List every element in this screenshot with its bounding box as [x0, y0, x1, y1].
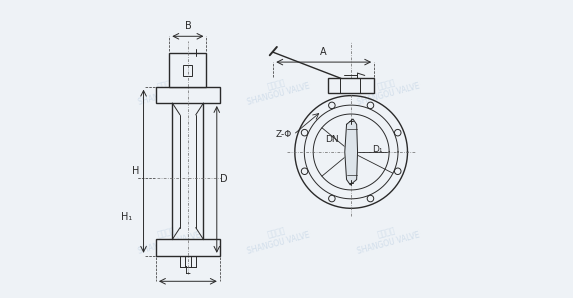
Text: D₁: D₁ — [372, 145, 383, 153]
Text: 上超阀门
SHANGOU VALVE: 上超阀门 SHANGOU VALVE — [244, 72, 311, 107]
Text: Z-Φ: Z-Φ — [276, 130, 292, 139]
Text: A: A — [320, 47, 327, 57]
Polygon shape — [345, 119, 358, 185]
Text: H: H — [132, 166, 139, 176]
Text: 上超阀门
SHANGOU VALVE: 上超阀门 SHANGOU VALVE — [354, 72, 421, 107]
Text: B: B — [185, 21, 191, 31]
Text: DN: DN — [325, 135, 339, 144]
Bar — [170, 53, 206, 87]
Text: 上超阀门
SHANGOU VALVE: 上超阀门 SHANGOU VALVE — [134, 72, 202, 107]
Text: D: D — [221, 174, 228, 184]
Bar — [183, 65, 193, 77]
Bar — [156, 87, 220, 103]
Text: H₁: H₁ — [121, 212, 132, 222]
Text: 上超阀门
SHANGOU VALVE: 上超阀门 SHANGOU VALVE — [134, 220, 202, 256]
Text: 上超阀门
SHANGOU VALVE: 上超阀门 SHANGOU VALVE — [244, 220, 311, 256]
Bar — [328, 78, 374, 93]
Text: L: L — [185, 266, 191, 276]
Text: 上超阀门
SHANGOU VALVE: 上超阀门 SHANGOU VALVE — [354, 220, 421, 256]
Bar — [156, 240, 220, 256]
